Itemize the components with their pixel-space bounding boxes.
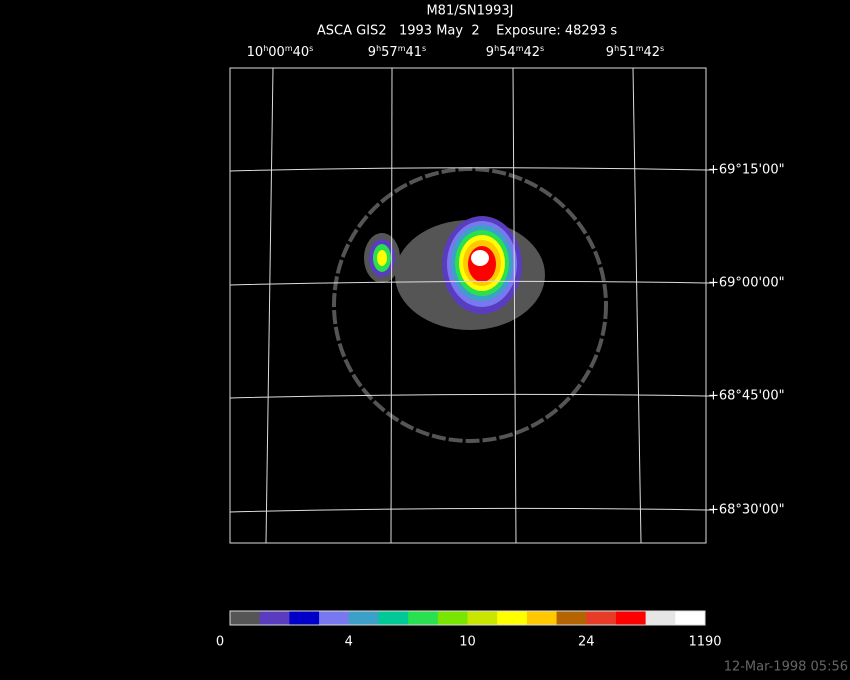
detector-ring xyxy=(332,167,608,443)
dec-grid-line xyxy=(229,167,707,172)
colorbar-swatch xyxy=(467,611,498,625)
ra-value: 42 xyxy=(523,45,540,60)
contour xyxy=(377,250,387,266)
colorbar-label: 1190 xyxy=(688,635,721,650)
ra-unit: s xyxy=(422,44,426,53)
colorbar-swatch xyxy=(645,611,676,625)
dec-grid-line xyxy=(229,507,707,513)
dec-label: +68°45'00" xyxy=(708,389,785,404)
frame xyxy=(229,67,707,544)
ra-label: 9h57m41s xyxy=(368,44,426,60)
colorbar-label: 24 xyxy=(578,635,595,650)
colorbar-swatch xyxy=(289,611,320,625)
ra-unit: m xyxy=(398,44,406,53)
ra-label: 9h54m42s xyxy=(486,44,544,60)
peak xyxy=(471,250,489,266)
ra-grid-line xyxy=(265,67,274,544)
ra-grid-line xyxy=(632,67,642,544)
colorbar-swatch xyxy=(615,611,647,625)
xray-emission xyxy=(332,167,608,443)
ra-unit: m xyxy=(285,44,293,53)
colorbar-label: 10 xyxy=(459,635,476,650)
dec-label: +69°00'00" xyxy=(708,276,785,291)
ra-unit: h xyxy=(376,44,381,53)
colorbar-frame xyxy=(229,610,706,626)
dec-grid-line xyxy=(229,393,707,399)
ra-grid-line xyxy=(390,67,393,544)
ra-value: 41 xyxy=(405,45,422,60)
colorbar-swatch xyxy=(526,611,558,625)
colorbar-swatch xyxy=(497,611,528,625)
ra-value: 9 xyxy=(606,45,614,60)
ra-label: 10h00m40s xyxy=(247,44,314,60)
ra-value: 54 xyxy=(499,45,516,60)
ra-unit: s xyxy=(540,44,544,53)
timestamp: 12-Mar-1998 05:56 xyxy=(724,660,848,675)
colorbar-swatch xyxy=(437,611,468,625)
colorbar-swatch xyxy=(378,611,409,625)
colorbar-swatch xyxy=(319,611,350,625)
ra-value: 00 xyxy=(268,45,285,60)
colorbar-label: 0 xyxy=(216,635,224,650)
dec-label: +68°30'00" xyxy=(708,503,785,518)
ra-value: 9 xyxy=(368,45,376,60)
colorbar-swatch xyxy=(556,611,587,625)
dec-label: +69°15'00" xyxy=(708,163,785,178)
ra-unit: m xyxy=(516,44,524,53)
ra-label: 9h51m42s xyxy=(606,44,664,60)
colorbar-swatch xyxy=(230,611,261,625)
colorbar-label: 4 xyxy=(345,635,353,650)
ra-unit: h xyxy=(494,44,499,53)
ra-unit: s xyxy=(309,44,313,53)
ra-value: 51 xyxy=(619,45,636,60)
ra-unit: m xyxy=(636,44,644,53)
colorbar-swatch xyxy=(408,611,439,625)
ra-value: 42 xyxy=(643,45,660,60)
colorbar-swatch xyxy=(586,611,617,625)
colorbar-swatch xyxy=(675,611,706,625)
dec-grid-line xyxy=(229,280,707,286)
ra-unit: h xyxy=(263,44,268,53)
ra-value: 9 xyxy=(486,45,494,60)
ra-unit: h xyxy=(614,44,619,53)
colorbar-swatch xyxy=(348,611,379,625)
ra-unit: s xyxy=(660,44,664,53)
ra-grid-line xyxy=(512,67,517,544)
title: M81/SN1993J xyxy=(426,4,513,19)
ra-value: 57 xyxy=(381,45,398,60)
ra-value: 10 xyxy=(247,45,264,60)
colorbar-swatch xyxy=(259,611,290,625)
subtitle: ASCA GIS2 1993 May 2 Exposure: 48293 s xyxy=(317,24,617,39)
ra-value: 40 xyxy=(293,45,310,60)
coordinate-grid xyxy=(229,67,707,544)
